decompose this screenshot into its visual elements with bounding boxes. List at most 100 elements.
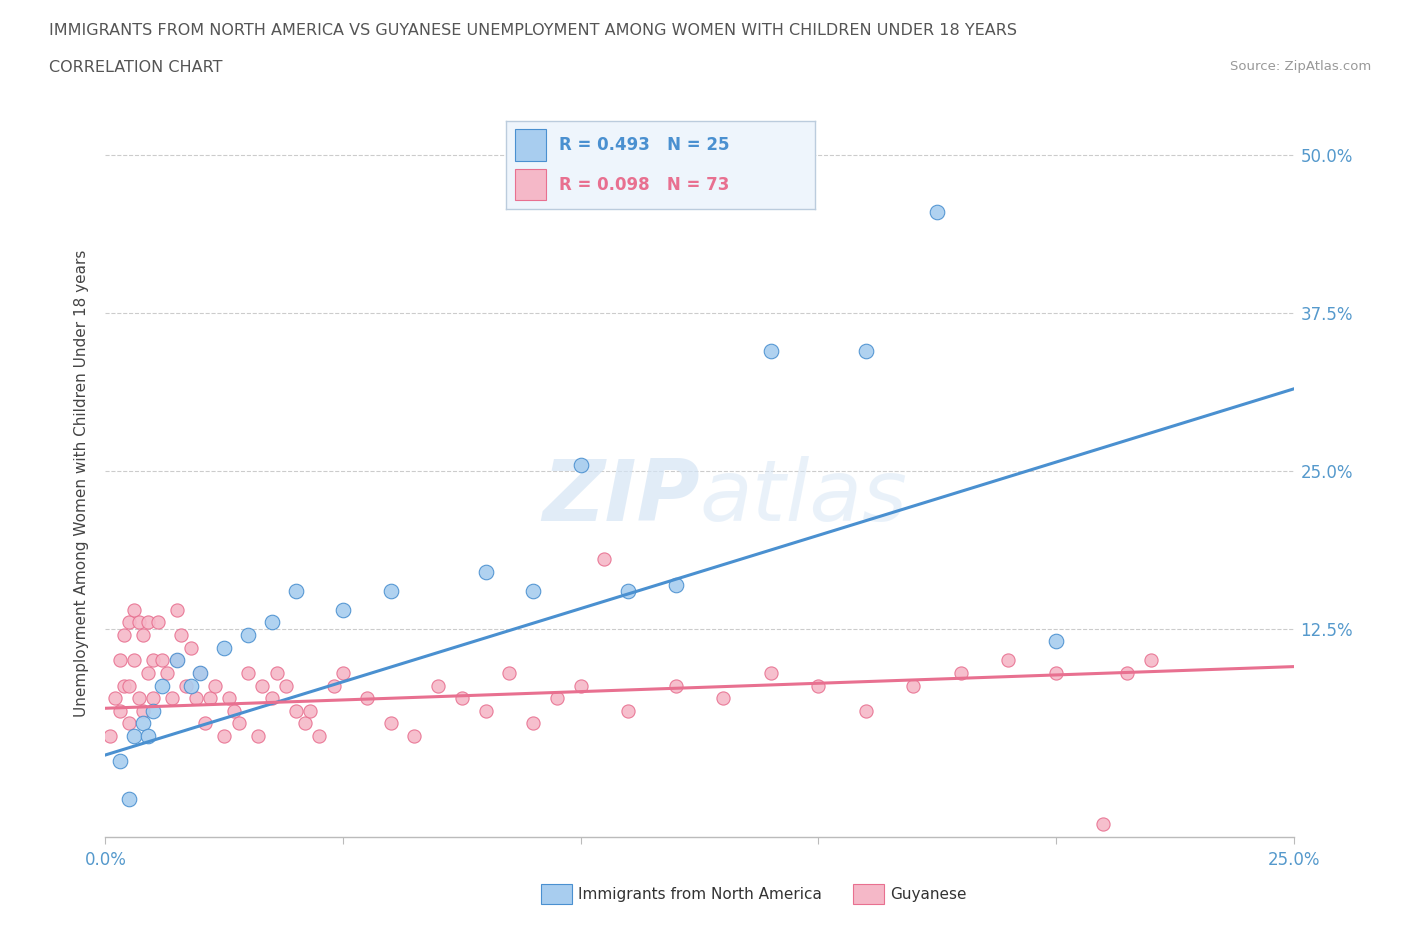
Point xyxy=(322,678,344,693)
Point xyxy=(1140,653,1163,668)
Point xyxy=(617,583,640,598)
Point xyxy=(380,583,402,598)
Point xyxy=(142,703,165,718)
Point xyxy=(118,678,141,693)
Point xyxy=(118,615,141,630)
Point xyxy=(184,691,207,706)
Point xyxy=(166,653,188,668)
Point xyxy=(170,628,193,643)
Point xyxy=(332,666,354,681)
Bar xyxy=(516,168,547,201)
Point xyxy=(925,205,948,219)
Point xyxy=(332,603,354,618)
Point xyxy=(1092,817,1115,831)
Point xyxy=(665,578,688,592)
Point xyxy=(294,716,316,731)
Point xyxy=(214,728,236,743)
Point xyxy=(274,678,297,693)
Point xyxy=(136,728,159,743)
Point xyxy=(136,666,159,681)
Text: Guyanese: Guyanese xyxy=(890,887,966,902)
Point xyxy=(166,653,188,668)
Point xyxy=(855,344,877,359)
Point xyxy=(114,678,136,693)
Point xyxy=(128,615,150,630)
Point xyxy=(807,678,830,693)
Point xyxy=(266,666,288,681)
Point xyxy=(194,716,217,731)
Point xyxy=(122,603,145,618)
Point xyxy=(855,703,877,718)
Text: atlas: atlas xyxy=(700,457,907,539)
Point xyxy=(98,728,121,743)
Point xyxy=(569,678,592,693)
Point xyxy=(114,628,136,643)
Point xyxy=(152,653,174,668)
Point xyxy=(298,703,321,718)
Point xyxy=(122,653,145,668)
Point xyxy=(108,653,131,668)
Point xyxy=(108,754,131,769)
Point xyxy=(118,791,141,806)
Text: CORRELATION CHART: CORRELATION CHART xyxy=(49,60,222,75)
Point xyxy=(260,691,283,706)
Y-axis label: Unemployment Among Women with Children Under 18 years: Unemployment Among Women with Children U… xyxy=(75,250,90,717)
Point xyxy=(228,716,250,731)
Point xyxy=(118,716,141,731)
Text: Immigrants from North America: Immigrants from North America xyxy=(578,887,821,902)
Point xyxy=(522,716,544,731)
Point xyxy=(498,666,520,681)
Point xyxy=(180,640,202,655)
Text: IMMIGRANTS FROM NORTH AMERICA VS GUYANESE UNEMPLOYMENT AMONG WOMEN WITH CHILDREN: IMMIGRANTS FROM NORTH AMERICA VS GUYANES… xyxy=(49,23,1017,38)
Point xyxy=(284,583,307,598)
Point xyxy=(1116,666,1139,681)
Point xyxy=(997,653,1019,668)
Point xyxy=(284,703,307,718)
Point xyxy=(404,728,426,743)
Point xyxy=(308,728,330,743)
Point xyxy=(214,640,236,655)
Point xyxy=(198,691,221,706)
Point xyxy=(152,678,174,693)
Point xyxy=(949,666,972,681)
Point xyxy=(252,678,274,693)
Point xyxy=(380,716,402,731)
Point xyxy=(180,678,202,693)
Point xyxy=(450,691,472,706)
Point xyxy=(260,615,283,630)
Point xyxy=(246,728,269,743)
Point xyxy=(903,678,925,693)
Point xyxy=(108,703,131,718)
Point xyxy=(160,691,183,706)
Point xyxy=(569,458,592,472)
Point xyxy=(132,703,155,718)
Text: Source: ZipAtlas.com: Source: ZipAtlas.com xyxy=(1230,60,1371,73)
Point xyxy=(132,628,155,643)
Point xyxy=(356,691,378,706)
Point xyxy=(204,678,226,693)
Point xyxy=(104,691,127,706)
Point xyxy=(546,691,568,706)
Point xyxy=(759,666,782,681)
Point xyxy=(593,551,616,566)
Point xyxy=(142,653,165,668)
Point xyxy=(142,691,165,706)
Point xyxy=(174,678,197,693)
Text: ZIP: ZIP xyxy=(541,457,700,539)
Point xyxy=(236,666,259,681)
Point xyxy=(136,615,159,630)
Point xyxy=(222,703,245,718)
Point xyxy=(1045,666,1067,681)
Point xyxy=(122,728,145,743)
Point xyxy=(427,678,450,693)
Point xyxy=(190,666,212,681)
Text: R = 0.493   N = 25: R = 0.493 N = 25 xyxy=(558,136,730,153)
Point xyxy=(665,678,688,693)
Point xyxy=(190,666,212,681)
Point xyxy=(474,565,496,579)
Point xyxy=(1045,634,1067,649)
Point xyxy=(146,615,169,630)
Bar xyxy=(516,129,547,161)
Text: R = 0.098   N = 73: R = 0.098 N = 73 xyxy=(558,176,730,193)
Point xyxy=(522,583,544,598)
